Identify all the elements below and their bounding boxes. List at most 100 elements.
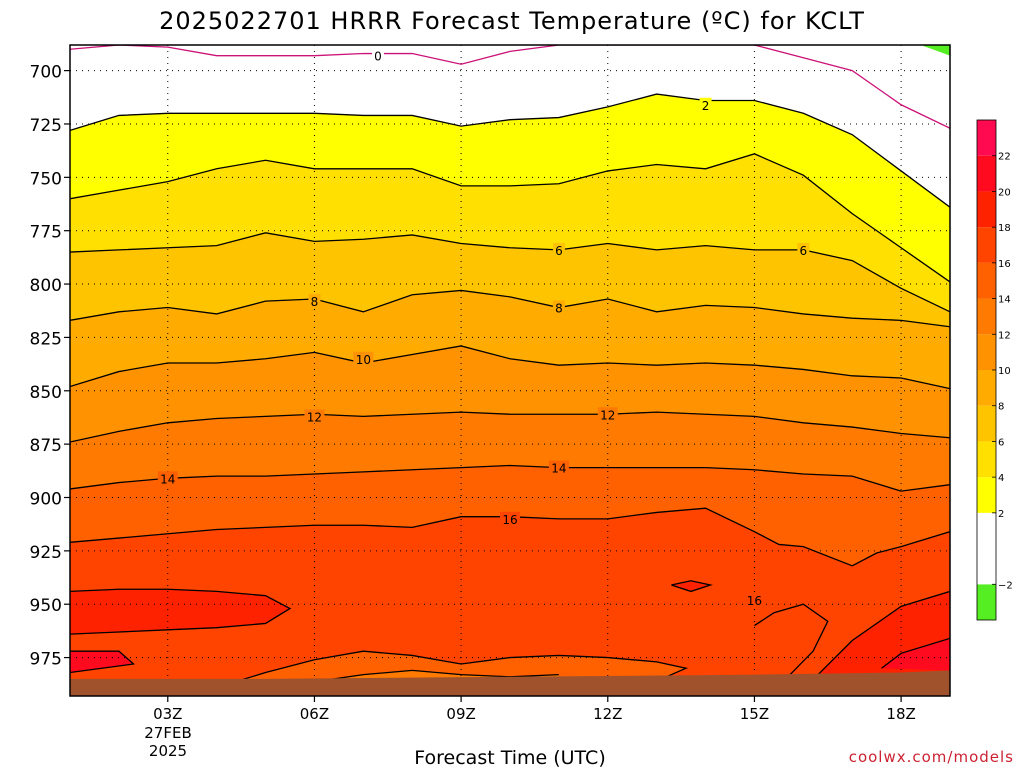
isotherm-12-6 [70,411,950,443]
colorbar-swatch-7 [977,334,996,370]
y-tick-925: 925 [30,543,62,563]
colorbar-swatch-0 [977,584,996,620]
y-tick-700: 700 [30,63,62,83]
colorbar-swatch-2 [977,512,996,549]
x-date-label: 27FEB [144,724,191,742]
contour-label-bg-4 [308,294,321,309]
y-tick-750: 750 [30,169,62,189]
colorbar-label-9: 18 [998,223,1011,234]
x-tick-03Z: 03Z [153,705,182,723]
contour-label-11: 16 [502,513,517,527]
fill-band-0 [70,45,950,129]
surface-terrain [70,670,950,696]
chart-title: 2025022701 HRRR Forecast Temperature (ºC… [159,7,865,35]
colorbar-swatch-11 [977,191,996,228]
contour-label-bg-11 [500,511,520,526]
colorbar-label-2: 4 [998,473,1004,484]
contour-label-8: 12 [600,408,615,422]
fill-cold-corner [920,45,950,56]
temperature-fill [70,45,950,696]
contour-label-bg-12 [744,592,765,607]
plot-frame [69,44,951,697]
contour-label-3: 6 [800,244,808,258]
y-axis: 700 725 750 775 800 825 850 875 900 925 950 975 [30,63,70,670]
isotherm-16-14 [754,603,829,682]
colorbar-label-11: 22 [998,152,1011,163]
contour-label-6: 10 [356,353,371,367]
contour-label-12: 16 [747,594,762,608]
x-tick-12Z: 12Z [593,705,622,723]
colorbar-label-8: 16 [998,259,1011,270]
y-tick-725: 725 [30,116,62,136]
colorbar-label-7: 14 [998,295,1011,306]
isotherm-0-0 [70,45,950,129]
colorbar-label-5: 10 [998,366,1011,377]
colorbar-swatch-12 [977,155,996,192]
contour-label-bg-8 [597,407,618,422]
y-tick-950: 950 [30,596,62,616]
y-tick-825: 825 [30,329,62,349]
isotherm-18-11 [817,590,950,676]
x-axis-label: Forecast Time (UTC) [414,747,605,768]
x-tick-06Z: 06Z [300,705,329,723]
colorbar-swatch-6 [977,370,996,406]
contour-label-bg-7 [304,409,325,424]
isotherm-10-5 [70,345,950,390]
x-axis: 03Z 06Z 09Z 12Z 15Z 18Z [153,696,916,723]
colorbar-swatch-8 [977,298,996,335]
colorbar-label-4: 8 [998,402,1004,413]
isotherm-12-16 [289,669,559,686]
colorbar-label-6: 12 [998,330,1011,341]
contour-label-bg-2 [552,242,565,257]
isotherm-16-8 [70,507,950,567]
isotherm-4-2 [70,153,950,283]
colorbar-swatch-4 [977,441,996,478]
colorbar-swatch-3 [977,477,996,513]
contour-label-10: 14 [551,462,566,476]
y-tick-875: 875 [30,436,62,456]
y-tick-850: 850 [30,383,62,403]
contour-label-bg-0 [372,48,384,63]
colorbar-label-0: −2 [998,580,1013,591]
fill-region-3 [881,638,950,671]
y-tick-900: 900 [30,489,62,509]
fill-region-0 [70,589,290,679]
contour-label-0: 0 [374,50,382,64]
colorbar-label-10: 20 [998,187,1011,198]
contour-label-4: 8 [311,295,319,309]
contour-label-bg-5 [552,300,565,315]
contour-label-9: 14 [160,472,175,486]
ground-surface [70,670,950,696]
site-credit: coolwx.com/models [849,748,1014,766]
isotherm-14-7 [70,464,950,492]
isotherm-8-4 [70,289,950,328]
fill-region-1 [70,651,134,673]
contour-label-bg-9 [157,471,178,486]
isotherm-20-13 [881,637,950,669]
colorbar-swatch-9 [977,262,996,299]
contour-label-2: 6 [555,244,563,258]
contour-label-1: 2 [702,99,710,113]
colorbar-swatch-5 [977,405,996,442]
contour-labels: 0 2 6 6 8 8 10 12 12 14 14 16 16 [157,48,810,608]
x-tick-09Z: 09Z [446,705,475,723]
isotherm-2-1 [70,93,950,208]
colorbar-swatch-13 [977,120,996,156]
contour-label-bg-1 [699,97,712,112]
y-tick-800: 800 [30,276,62,296]
colorbar-label-3: 6 [998,437,1004,448]
isotherm-20-12 [70,650,136,674]
contour-label-bg-6 [353,351,374,366]
isotherm-18-9 [70,588,292,635]
colorbar-swatch-10 [977,227,996,263]
colorbar-label-1: 2 [998,509,1004,520]
y-tick-975: 975 [30,650,62,670]
colorbar: −2 2 4 6 8 10 12 14 16 18 20 22 [976,119,1013,621]
isotherm-18-10 [671,580,713,593]
x-tick-18Z: 18Z [886,705,915,723]
y-tick-775: 775 [30,223,62,243]
contour-label-bg-3 [797,242,810,257]
contour-label-5: 8 [555,302,563,316]
isotherm-14-15 [216,650,689,689]
